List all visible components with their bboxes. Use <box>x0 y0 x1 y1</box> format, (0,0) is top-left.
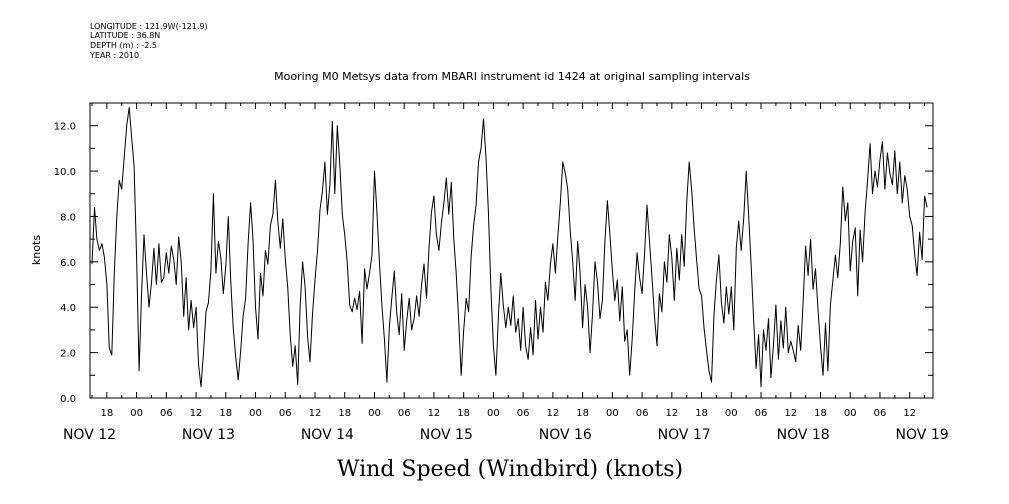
x-date-label: NOV 15 <box>420 427 473 443</box>
year-label: YEAR : 2010 <box>90 51 140 60</box>
x-tick-label: 06 <box>160 408 173 419</box>
x-tick-label: 18 <box>100 408 113 419</box>
x-tick-label: 00 <box>606 408 619 419</box>
y-tick-labels: 0.0 2.0 4.0 6.0 8.0 10.0 12.0 <box>54 122 76 405</box>
axis-ticks <box>90 102 933 399</box>
x-tick-label: 12 <box>903 408 916 419</box>
x-tick-label: 18 <box>695 408 708 419</box>
x-date-label: NOV 16 <box>539 427 592 443</box>
x-tick-label: 06 <box>755 408 768 419</box>
wind-speed-series-line <box>91 107 928 388</box>
x-tick-label: 00 <box>130 408 143 419</box>
chart-title: Mooring M0 Metsys data from MBARI instru… <box>274 70 750 83</box>
x-axis-label: Wind Speed (Windbird) (knots) <box>337 457 683 482</box>
x-tick-label: 12 <box>190 408 203 419</box>
x-date-label: NOV 19 <box>896 427 949 443</box>
y-tick-label: 0.0 <box>60 394 76 405</box>
x-tick-label: 06 <box>398 408 411 419</box>
depth-label: DEPTH (m) : -2.5 <box>90 41 157 50</box>
x-tick-label: 00 <box>368 408 381 419</box>
x-tick-label: 06 <box>636 408 649 419</box>
y-tick-label: 12.0 <box>54 122 76 133</box>
x-tick-label: 18 <box>576 408 589 419</box>
y-tick-label: 8.0 <box>60 212 76 223</box>
x-tick-label: 18 <box>338 408 351 419</box>
x-tick-label: 00 <box>844 408 857 419</box>
x-date-label: NOV 18 <box>777 427 830 443</box>
x-tick-label: 06 <box>874 408 887 419</box>
plot-frame <box>89 102 934 399</box>
x-date-label: NOV 12 <box>63 427 116 443</box>
x-tick-label: 00 <box>725 408 738 419</box>
x-tick-label: 06 <box>279 408 292 419</box>
x-tick-label: 12 <box>547 408 560 419</box>
x-tick-label: 12 <box>428 408 441 419</box>
x-tick-labels: 18 00 06 12 18 00 06 12 18 00 06 12 18 00 06 12 18 00 06 12… <box>100 408 916 419</box>
y-tick-label: 6.0 <box>60 258 76 269</box>
x-tick-label: 06 <box>517 408 530 419</box>
x-tick-label: 12 <box>665 408 678 419</box>
x-tick-label: 12 <box>309 408 322 419</box>
x-tick-label: 18 <box>814 408 827 419</box>
y-tick-label: 2.0 <box>60 349 76 360</box>
x-date-label: NOV 14 <box>301 427 354 443</box>
x-tick-label: 18 <box>219 408 232 419</box>
y-tick-label: 4.0 <box>60 303 76 314</box>
y-tick-label: 10.0 <box>54 167 76 178</box>
x-date-labels: NOV 12 NOV 13 NOV 14 NOV 15 NOV 16 NOV 17 NOV … <box>63 427 949 443</box>
x-tick-label: 00 <box>487 408 500 419</box>
x-tick-label: 00 <box>249 408 262 419</box>
longitude-label: LONGITUDE : 121.9W(-121.9) <box>90 22 208 31</box>
x-tick-label: 18 <box>457 408 470 419</box>
x-date-label: NOV 13 <box>182 427 235 443</box>
x-tick-label: 12 <box>784 408 797 419</box>
x-date-label: NOV 17 <box>658 427 711 443</box>
y-axis-label: knots <box>30 235 43 265</box>
latitude-label: LATITUDE : 36.8N <box>90 31 161 40</box>
